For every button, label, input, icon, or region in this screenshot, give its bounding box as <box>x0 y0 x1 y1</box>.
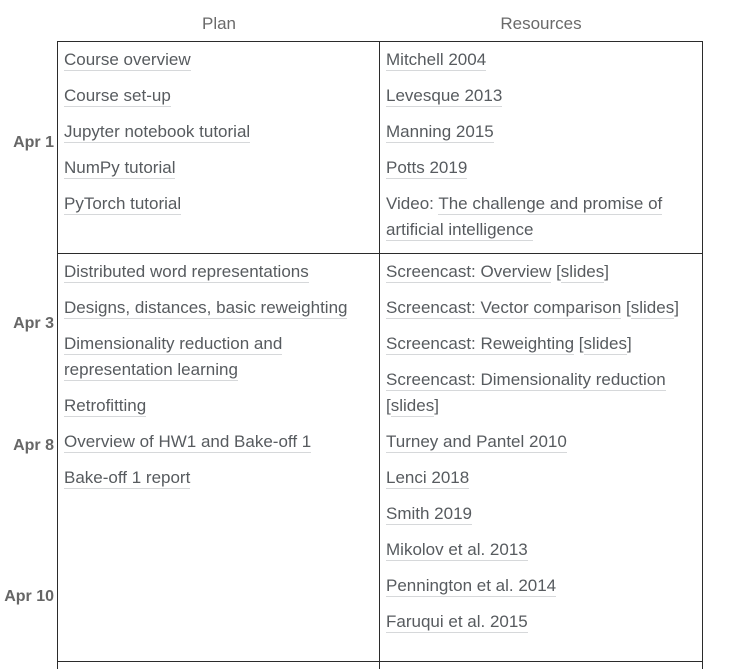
list-item: Levesque 2013 <box>386 83 694 109</box>
schedule-row-next-partial <box>58 662 702 669</box>
plain-text: [ <box>551 262 561 281</box>
plan-item-list: Course overview Course set-up Jupyter note… <box>64 47 371 217</box>
schedule-link[interactable]: Bake-off 1 report <box>64 468 191 489</box>
list-item: Potts 2019 <box>386 155 694 181</box>
resources-cell: Screencast: Overview [slides] Screencast:… <box>380 254 702 661</box>
list-item: Mitchell 2004 <box>386 47 694 73</box>
list-item: Dimensionality reduction and representat… <box>64 331 371 383</box>
schedule-link[interactable]: Designs, distances, basic reweighting <box>64 298 348 319</box>
schedule-link[interactable]: Screencast: Vector comparison <box>386 298 622 319</box>
schedule-link[interactable]: Pennington et al. 2014 <box>386 576 557 597</box>
plain-text: [ <box>386 396 391 415</box>
schedule-link[interactable]: Jupyter notebook tutorial <box>64 122 251 143</box>
list-item: Mikolov et al. 2013 <box>386 537 694 563</box>
list-item: Bake-off 1 report <box>64 465 371 491</box>
list-item: NumPy tutorial <box>64 155 371 181</box>
schedule-link[interactable]: PyTorch tutorial <box>64 194 182 215</box>
list-item: Pennington et al. 2014 <box>386 573 694 599</box>
list-item: PyTorch tutorial <box>64 191 371 217</box>
date-label-apr-10: Apr 10 <box>4 588 54 605</box>
plan-column-header: Plan <box>201 14 237 33</box>
schedule-link[interactable]: slides <box>560 262 605 283</box>
plain-text: Video: <box>386 194 439 213</box>
plain-text: [ <box>574 334 584 353</box>
resources-item-list: Mitchell 2004 Levesque 2013 Manning 2015 Po… <box>386 47 694 243</box>
schedule-link[interactable]: Screencast: Reweighting <box>386 334 575 355</box>
plain-text: ] <box>604 262 609 281</box>
resources-cell <box>380 662 702 669</box>
list-item: Faruqui et al. 2015 <box>386 609 694 635</box>
resources-cell: Mitchell 2004 Levesque 2013 Manning 2015 Po… <box>380 42 702 253</box>
schedule-table: Course overview Course set-up Jupyter note… <box>57 41 703 669</box>
schedule-link[interactable]: slides <box>583 334 627 355</box>
schedule-link[interactable]: Retrofitting <box>64 396 147 417</box>
list-item: Smith 2019 <box>386 501 694 527</box>
date-label-apr-8: Apr 8 <box>13 437 54 454</box>
plain-text: ] <box>674 298 679 317</box>
list-item: Distributed word representations <box>64 259 371 285</box>
schedule-link[interactable]: Mitchell 2004 <box>386 50 487 71</box>
schedule-link[interactable]: Potts 2019 <box>386 158 468 179</box>
list-item: Video: The challenge and promise of arti… <box>386 191 694 243</box>
schedule-link[interactable]: Mikolov et al. 2013 <box>386 540 528 561</box>
schedule-link[interactable]: Screencast: Overview <box>386 262 552 283</box>
schedule-link[interactable]: Faruqui et al. 2015 <box>386 612 528 633</box>
schedule-link[interactable]: Dimensionality reduction and representat… <box>64 334 283 381</box>
list-item: Screencast: Vector comparison [slides] <box>386 295 694 321</box>
resources-item-list: Screencast: Overview [slides] Screencast:… <box>386 259 694 635</box>
list-item: Screencast: Reweighting [slides] <box>386 331 694 357</box>
schedule-link[interactable]: The challenge and promise of artificial … <box>386 194 663 241</box>
list-item: Course set-up <box>64 83 371 109</box>
schedule-link[interactable]: Screencast: Dimensionality reduction <box>386 370 666 391</box>
schedule-link[interactable]: Distributed word representations <box>64 262 309 283</box>
plan-cell <box>58 662 380 669</box>
schedule-link[interactable]: slides <box>390 396 435 417</box>
schedule-link[interactable]: slides <box>630 298 675 319</box>
list-item: Overview of HW1 and Bake-off 1 <box>64 429 371 455</box>
list-item: Screencast: Dimensionality reduction [sl… <box>386 367 694 419</box>
schedule-link[interactable]: Turney and Pantel 2010 <box>386 432 567 453</box>
list-item: Manning 2015 <box>386 119 694 145</box>
schedule-link[interactable]: NumPy tutorial <box>64 158 176 179</box>
schedule-link[interactable]: Course set-up <box>64 86 171 107</box>
list-item: Screencast: Overview [slides] <box>386 259 694 285</box>
schedule-row-apr-1: Course overview Course set-up Jupyter note… <box>58 42 702 254</box>
plain-text: ] <box>434 396 439 415</box>
schedule-link[interactable]: Smith 2019 <box>386 504 472 525</box>
list-item: Course overview <box>64 47 371 73</box>
list-item: Retrofitting <box>64 393 371 419</box>
schedule-link[interactable]: Overview of HW1 and Bake-off 1 <box>64 432 312 453</box>
date-label-apr-1: Apr 1 <box>13 134 54 151</box>
list-item: Turney and Pantel 2010 <box>386 429 694 455</box>
plan-cell: Course overview Course set-up Jupyter note… <box>58 42 380 253</box>
plain-text: [ <box>621 298 631 317</box>
schedule-row-apr-3-to-10: Distributed word representations Designs,… <box>58 254 702 662</box>
plan-cell: Distributed word representations Designs,… <box>58 254 380 661</box>
schedule-link[interactable]: Lenci 2018 <box>386 468 470 489</box>
list-item: Lenci 2018 <box>386 465 694 491</box>
resources-column-header: Resources <box>500 14 582 33</box>
date-label-apr-3: Apr 3 <box>13 315 54 332</box>
schedule-link[interactable]: Manning 2015 <box>386 122 494 143</box>
plain-text: ] <box>626 334 632 353</box>
list-item: Designs, distances, basic reweighting <box>64 295 371 321</box>
plan-item-list: Distributed word representations Designs,… <box>64 259 371 491</box>
list-item: Jupyter notebook tutorial <box>64 119 371 145</box>
schedule-link[interactable]: Course overview <box>64 50 191 71</box>
schedule-link[interactable]: Levesque 2013 <box>386 86 503 107</box>
